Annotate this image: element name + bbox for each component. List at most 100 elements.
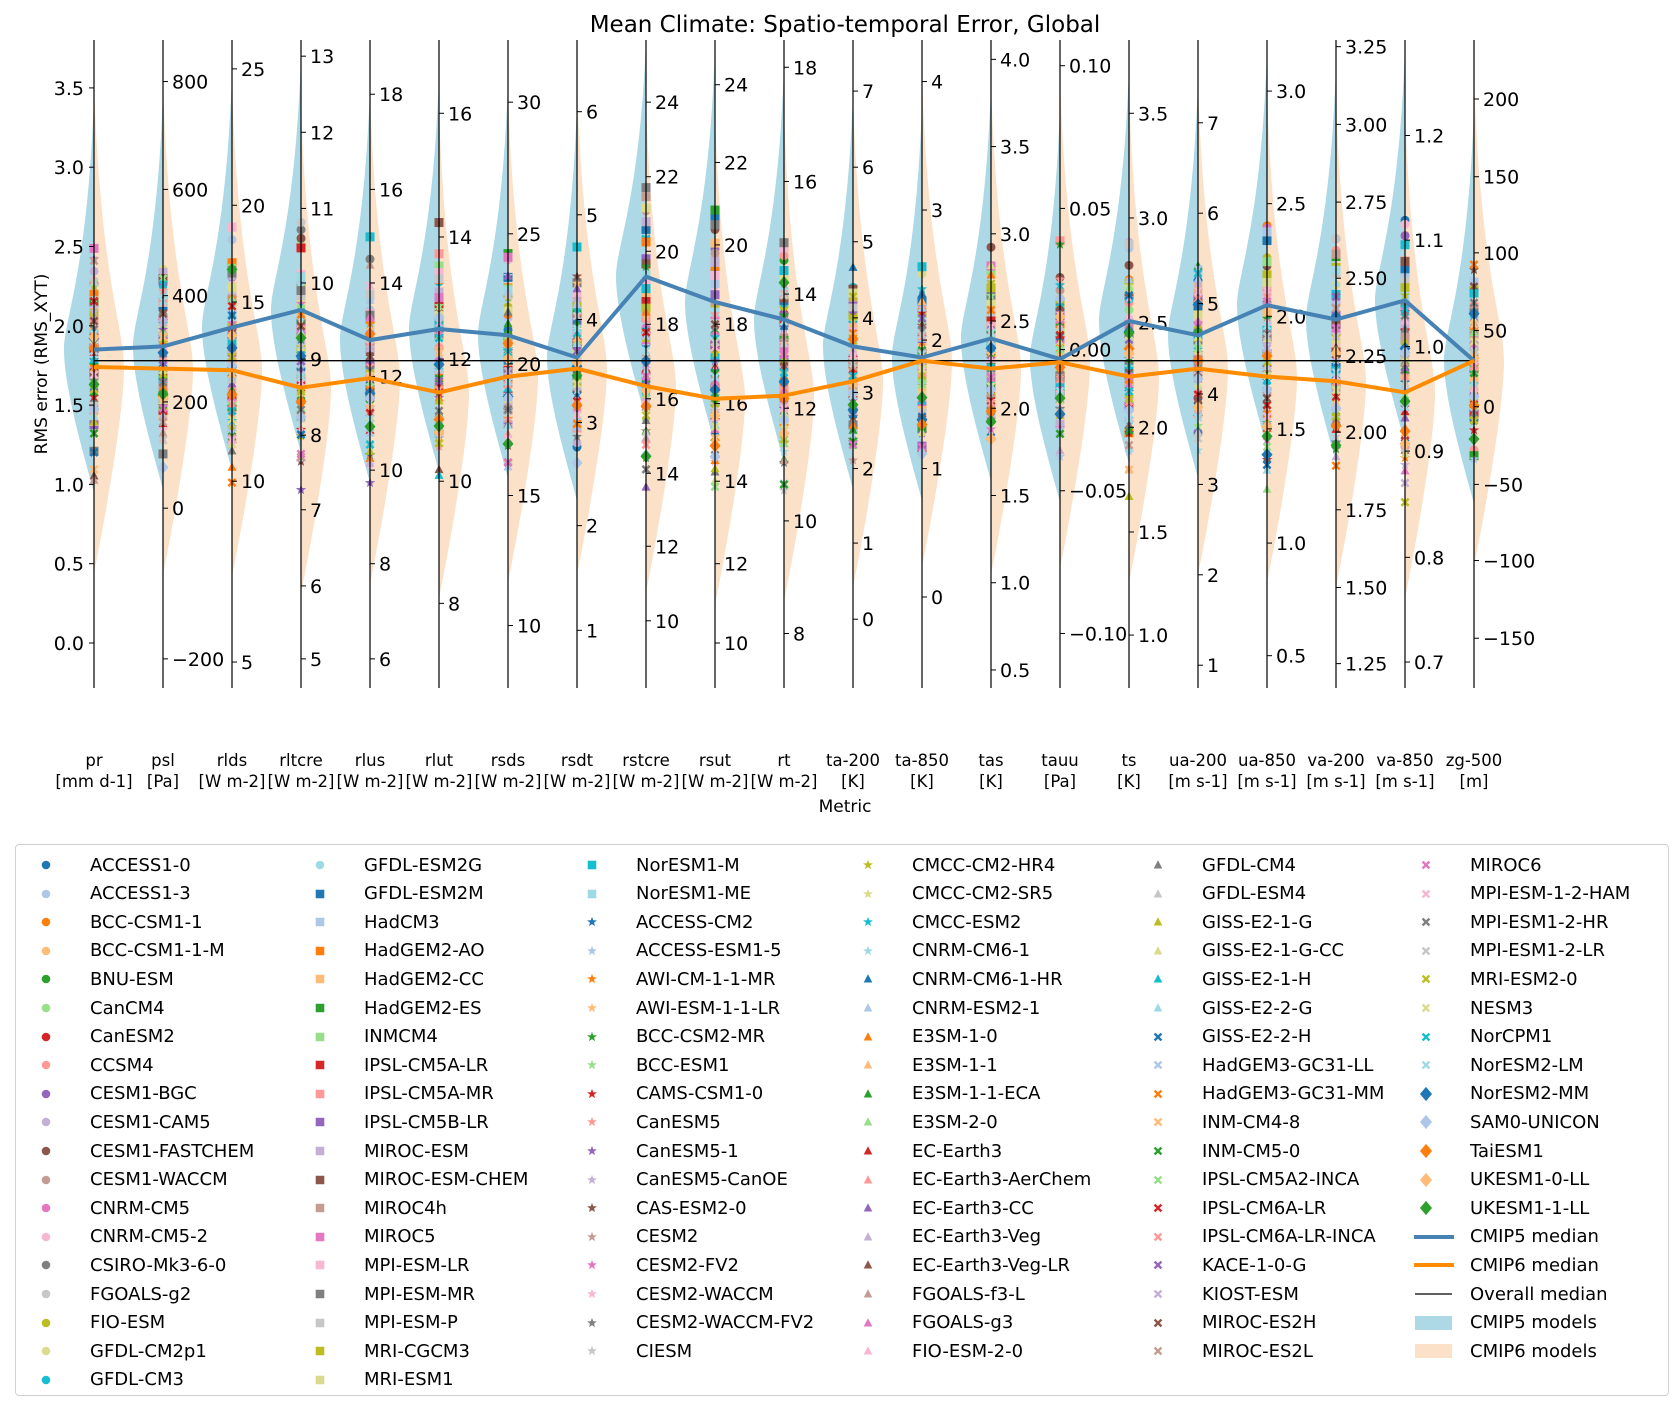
legend-item: CanCM4 xyxy=(34,994,165,1022)
legend-item: IPSL-CM6A-LR-INCA xyxy=(1146,1223,1376,1251)
legend-marker xyxy=(41,1175,51,1184)
legend-label: CNRM-ESM2-1 xyxy=(912,997,1041,1019)
legend-item: GISS-E2-2-H xyxy=(1146,1023,1311,1051)
legend-label: CMCC-CM2-HR4 xyxy=(912,854,1056,876)
cmip5-violin xyxy=(1168,81,1198,479)
legend-label: CAMS-CSM1-0 xyxy=(636,1083,764,1105)
legend-marker-icon xyxy=(308,1053,348,1077)
metric-tick-label: 8 xyxy=(379,554,391,576)
legend-item: CanESM5-CanOE xyxy=(580,1166,788,1194)
legend-item: MPI-ESM-P xyxy=(308,1309,458,1337)
metric-tick-label: 4 xyxy=(862,308,874,330)
legend-marker-icon xyxy=(856,1082,896,1106)
legend-item: IPSL-CM5A2-INCA xyxy=(1146,1166,1359,1194)
legend-item: AWI-CM-1-1-MR xyxy=(580,965,775,993)
legend-marker xyxy=(587,974,597,984)
legend-marker xyxy=(1153,1118,1163,1127)
legend-marker-icon xyxy=(1146,1082,1186,1106)
legend-item: HadGEM2-CC xyxy=(308,965,484,993)
metric-tick-label: 0.5 xyxy=(1000,660,1030,682)
legend-marker xyxy=(587,889,597,898)
legend-label: CMIP5 median xyxy=(1470,1226,1599,1248)
metric-tick-label: 12 xyxy=(793,398,817,420)
legend-marker xyxy=(315,1203,325,1213)
metric-tick-label: 4.0 xyxy=(1000,49,1030,71)
cmip5-violin xyxy=(1099,67,1129,464)
legend-item: ACCESS1-3 xyxy=(34,880,191,908)
legend-marker-icon xyxy=(308,1282,348,1306)
metric-tick-label: 18 xyxy=(793,57,817,79)
legend-marker-icon xyxy=(856,1110,896,1134)
legend-item: CESM2-WACCM xyxy=(580,1280,774,1308)
legend-item: HadGEM2-ES xyxy=(308,994,482,1022)
legend-marker-icon xyxy=(1146,1168,1186,1192)
legend-label: IPSL-CM5A-MR xyxy=(364,1083,494,1105)
metric-tick-label: 3.0 xyxy=(1138,208,1168,230)
metric-name-label: ta-850 xyxy=(895,751,949,770)
legend-label: E3SM-1-0 xyxy=(912,1026,998,1048)
median-lines xyxy=(93,274,1476,401)
metric-tick-label: 6 xyxy=(379,649,391,671)
legend-item: GFDL-ESM4 xyxy=(1146,880,1306,908)
legend-marker xyxy=(587,1174,597,1184)
legend-marker xyxy=(1421,1060,1431,1070)
legend-marker xyxy=(587,1260,597,1270)
metric-tick-label: 14 xyxy=(724,471,748,493)
legend-item: CESM1-BGC xyxy=(34,1080,197,1108)
legend-label: CAS-ESM2-0 xyxy=(636,1197,747,1219)
metric-tick-label: 6 xyxy=(310,576,322,598)
legend-label: NorESM2-LM xyxy=(1470,1054,1584,1076)
legend-label: GISS-E2-2-H xyxy=(1202,1026,1312,1048)
metric-tick-label: 10 xyxy=(241,471,265,493)
legend-marker xyxy=(41,1146,51,1156)
cmip5-violin xyxy=(1375,46,1405,444)
legend-label: MRI-ESM1 xyxy=(364,1369,454,1391)
metric-name-label: va-200 xyxy=(1307,751,1364,770)
legend-marker xyxy=(315,1232,325,1242)
legend-item: INMCM4 xyxy=(308,1023,438,1051)
metric-unit-label: [W m-2] xyxy=(406,772,473,791)
cmip6-violin xyxy=(1336,95,1366,588)
legend-marker-icon xyxy=(34,1282,74,1306)
metric-name-label: va-850 xyxy=(1376,751,1433,770)
legend-marker xyxy=(1153,1060,1163,1070)
metric-tick-label: 1.75 xyxy=(1345,500,1387,522)
metric-tick-label: 14 xyxy=(379,273,403,295)
legend-marker xyxy=(1421,975,1431,984)
legend-item: MIROC5 xyxy=(308,1223,436,1251)
legend-item: MRI-CGCM3 xyxy=(308,1337,470,1365)
legend-label: CNRM-CM5 xyxy=(90,1197,191,1219)
metric-tick-label: 150 xyxy=(1483,167,1519,189)
legend-item: GFDL-CM3 xyxy=(34,1366,184,1394)
legend-marker-icon xyxy=(1414,1025,1454,1049)
legend-label: EC-Earth3-Veg xyxy=(912,1226,1042,1248)
metric-tick-label: 12 xyxy=(655,536,679,558)
legend-marker-icon xyxy=(856,853,896,877)
metric-tick-label: 18 xyxy=(655,314,679,336)
metric-tick-label: 600 xyxy=(172,179,208,201)
legend-label: TaiESM1 xyxy=(1470,1140,1544,1162)
metric-name-label: tauu xyxy=(1041,751,1079,770)
legend-marker-icon xyxy=(34,1253,74,1277)
legend-marker-icon xyxy=(1414,1139,1454,1163)
legend-marker-icon xyxy=(1414,939,1454,963)
cmip6-violin xyxy=(232,84,262,577)
legend-label: KIOST-ESM xyxy=(1202,1283,1299,1305)
legend-item: HadGEM3-GC31-LL xyxy=(1146,1051,1373,1079)
legend-marker-icon xyxy=(1414,910,1454,934)
legend-label: ACCESS-ESM1-5 xyxy=(636,940,782,962)
legend-item: ACCESS1-0 xyxy=(34,851,191,879)
legend-label: INM-CM4-8 xyxy=(1202,1111,1301,1133)
legend-item: MIROC6 xyxy=(1414,851,1542,879)
cmip5-violin xyxy=(1306,65,1336,463)
chart-title: Mean Climate: Spatio-temporal Error, Glo… xyxy=(590,12,1101,38)
metric-tick-label: 800 xyxy=(172,72,208,94)
legend-label: HadCM3 xyxy=(364,911,440,933)
legend-item: CanESM2 xyxy=(34,1023,175,1051)
legend-label: BCC-ESM1 xyxy=(636,1054,730,1076)
legend-label: BCC-CSM1-1 xyxy=(90,911,203,933)
metric-tick-label: 3.5 xyxy=(1000,137,1030,159)
legend-label: IPSL-CM5B-LR xyxy=(364,1111,489,1133)
cmip5-violin xyxy=(961,84,991,482)
legend-label: FIO-ESM-2-0 xyxy=(912,1340,1024,1362)
